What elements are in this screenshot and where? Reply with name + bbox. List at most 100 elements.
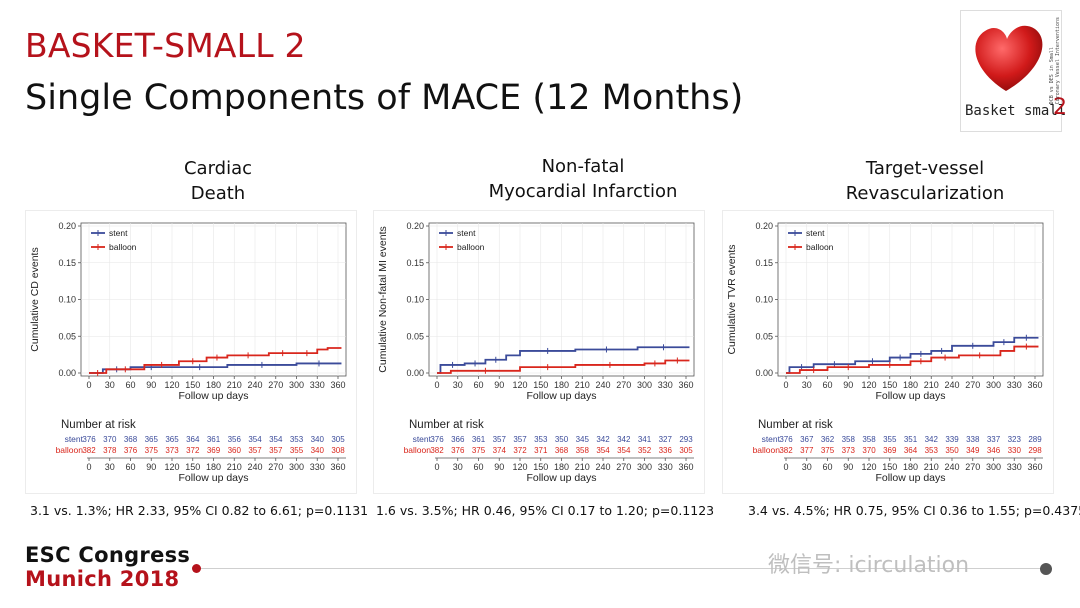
x-tick-label: 270 [616, 380, 631, 390]
x-tick-label: 150 [185, 380, 200, 390]
footer-line-1: ESC Congress [25, 543, 191, 567]
x-tick-label: 360 [330, 380, 345, 390]
risk-axis-tick-label: 30 [802, 462, 812, 472]
stats-tvr: 3.4 vs. 4.5%; HR 0.75, 95% CI 0.36 to 1.… [748, 503, 1080, 518]
stats-myocardial-infarction: 1.6 vs. 3.5%; HR 0.46, 95% CI 0.17 to 1.… [376, 503, 715, 518]
x-tick-label: 300 [289, 380, 304, 390]
y-axis-label: Cumulative CD events [29, 247, 41, 351]
risk-value-stent: 358 [862, 435, 876, 444]
risk-value-stent: 337 [987, 435, 1001, 444]
risk-axis-tick-label: 300 [986, 462, 1001, 472]
y-tick-label: 0.20 [406, 221, 424, 231]
logo-side-text: DCB vs DES in Small Coronary Vessel Inte… [1049, 17, 1061, 105]
series-line-balloon [437, 359, 690, 374]
risk-axis-tick-label: 180 [206, 462, 221, 472]
y-tick-label: 0.15 [406, 258, 424, 268]
risk-value-stent: 339 [945, 435, 959, 444]
risk-axis-tick-label: 330 [1007, 462, 1022, 472]
risk-axis-tick-label: 150 [533, 462, 548, 472]
risk-value-stent: 327 [659, 435, 673, 444]
risk-axis-tick-label: 240 [247, 462, 262, 472]
risk-axis-tick-label: 210 [924, 462, 939, 472]
y-tick-label: 0.05 [755, 331, 773, 341]
risk-value-balloon: 376 [124, 446, 138, 455]
risk-value-balloon: 346 [987, 446, 1001, 455]
panel-title-myocardial-infarction: Non-fatal Myocardial Infarction [488, 156, 678, 202]
risk-value-balloon: 375 [472, 446, 486, 455]
risk-axis-tick-label: 360 [330, 462, 345, 472]
km-plot-myocardial-infarction: 0.00 0.05 0.10 0.15 0.20 0 30 60 90 120 150 180 210 2… [373, 210, 705, 494]
risk-axis-tick-label: 60 [822, 462, 832, 472]
x-tick-label: 60 [822, 380, 832, 390]
x-tick-label: 270 [965, 380, 980, 390]
risk-value-balloon: 308 [331, 446, 345, 455]
x-tick-label: 60 [473, 380, 483, 390]
x-tick-label: 90 [146, 380, 156, 390]
risk-value-stent: 361 [472, 435, 486, 444]
risk-axis-tick-label: 330 [310, 462, 325, 472]
legend-label-balloon: balloon [806, 242, 834, 252]
risk-value-balloon: 374 [493, 446, 507, 455]
footer-line-2: Munich 2018 [25, 567, 180, 591]
heart-icon [975, 25, 1043, 91]
x-tick-label: 150 [533, 380, 548, 390]
x-tick-label: 60 [125, 380, 135, 390]
risk-value-balloon: 369 [207, 446, 221, 455]
risk-axis-tick-label: 180 [554, 462, 569, 472]
footer-red-dot [192, 564, 201, 573]
risk-row-label-balloon: balloon [753, 445, 781, 455]
x-tick-label: 210 [575, 380, 590, 390]
risk-value-stent: 354 [248, 435, 262, 444]
risk-value-balloon: 369 [883, 446, 897, 455]
x-tick-label: 240 [247, 380, 262, 390]
risk-value-balloon: 368 [555, 446, 569, 455]
footer-divider [200, 568, 1050, 569]
risk-value-balloon: 353 [925, 446, 939, 455]
risk-axis-tick-label: 90 [146, 462, 156, 472]
risk-row-label-balloon: balloon [404, 445, 432, 455]
km-chart-svg: 0.00 0.05 0.10 0.15 0.20 0 30 60 90 120 150 180 210 2… [377, 221, 695, 484]
risk-axis-tick-label: 120 [861, 462, 876, 472]
risk-axis-tick-label: 300 [637, 462, 652, 472]
risk-value-balloon: 382 [779, 446, 793, 455]
x-tick-label: 30 [802, 380, 812, 390]
y-tick-label: 0.15 [755, 258, 773, 268]
risk-axis-tick-label: 360 [1027, 462, 1042, 472]
y-tick-label: 0.20 [755, 221, 773, 231]
stats-cardiac-death: 3.1 vs. 1.3%; HR 2.33, 95% CI 0.82 to 6.… [30, 503, 369, 518]
panel-title-tvr: Target-vessel Revascularization [845, 158, 1005, 204]
risk-value-stent: 354 [269, 435, 283, 444]
risk-axis-tick-label: 240 [595, 462, 610, 472]
risk-value-balloon: 340 [311, 446, 325, 455]
risk-value-stent: 367 [800, 435, 814, 444]
risk-axis-tick-label: 360 [678, 462, 693, 472]
risk-axis-tick-label: 210 [575, 462, 590, 472]
x-axis-label: Follow up days [875, 390, 945, 402]
x-tick-label: 30 [105, 380, 115, 390]
x-tick-label: 330 [1007, 380, 1022, 390]
x-axis-label: Follow up days [526, 390, 596, 402]
x-tick-label: 90 [843, 380, 853, 390]
x-tick-label: 210 [227, 380, 242, 390]
x-tick-label: 0 [86, 380, 91, 390]
risk-value-stent: 338 [966, 435, 980, 444]
x-tick-label: 150 [882, 380, 897, 390]
risk-value-balloon: 371 [534, 446, 548, 455]
risk-row-label-stent: stent [762, 434, 781, 444]
risk-axis-tick-label: 0 [434, 462, 439, 472]
risk-value-balloon: 330 [1008, 446, 1022, 455]
x-tick-label: 0 [434, 380, 439, 390]
risk-axis-tick-label: 30 [105, 462, 115, 472]
risk-value-stent: 340 [311, 435, 325, 444]
km-plot-cardiac-death: 0.00 0.05 0.10 0.15 0.20 0 30 60 90 120 150 180 210 2… [25, 210, 357, 494]
y-tick-label: 0.10 [755, 295, 773, 305]
risk-axis-tick-label: 300 [289, 462, 304, 472]
risk-value-balloon: 350 [945, 446, 959, 455]
x-tick-label: 240 [595, 380, 610, 390]
risk-axis-label: Follow up days [178, 472, 248, 484]
y-tick-label: 0.20 [58, 221, 76, 231]
risk-value-balloon: 355 [290, 446, 304, 455]
y-tick-label: 0.10 [58, 295, 76, 305]
risk-value-balloon: 382 [82, 446, 96, 455]
risk-value-balloon: 360 [228, 446, 242, 455]
